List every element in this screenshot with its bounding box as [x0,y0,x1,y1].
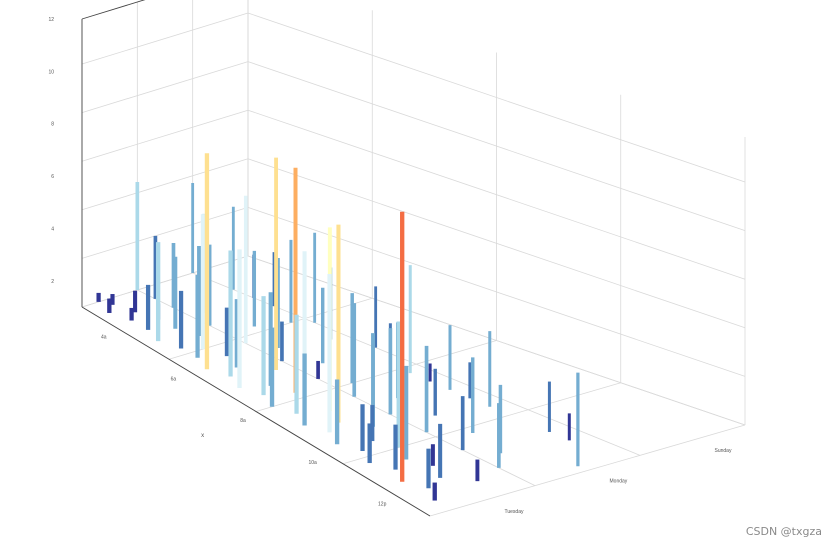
z-tick-label: 8 [51,122,54,128]
left-wall-grid-line-z [81,61,249,113]
z-tick-label: 12 [48,17,54,23]
x-axis-title: x [201,433,204,439]
top-edge-line [81,0,146,20]
z-tick-label: 2 [51,279,54,285]
x-tick-label: 4a [101,335,107,341]
floor-grid-line-y [192,272,641,456]
x-axis-line [81,306,431,517]
z-tick-label: 4 [51,226,54,232]
grid-layer [81,0,746,517]
left-wall-grid-line-z [81,207,249,259]
y-category-label: Sunday [715,448,732,454]
left-wall-grid-line-z [81,109,249,162]
z-tick-label: 6 [51,174,54,180]
floor-grid-line-x [429,424,746,517]
y-category-label: Tuesday [505,509,524,515]
x-tick-label: 10a [308,460,317,466]
left-wall-grid-line-z [81,255,249,308]
axis-layer [81,0,431,517]
bar-layer [96,153,580,501]
left-wall-grid-line-z [81,12,249,65]
watermark: CSDN @txgza [745,525,822,538]
floor-grid-line-x [342,382,621,465]
y-category-label: Monday [610,479,628,485]
x-tick-label: 8a [240,418,246,424]
left-wall-grid-line-z [81,158,249,211]
floor-grid-line-x [255,340,497,412]
label-layer: 12 10 8 6 4 2 4a 6a 8a 10a 12p x Sunday Monday Tuesday [48,17,732,515]
x-tick-label: 12p [378,502,387,508]
x-tick-label: 6a [171,376,177,382]
z-tick-label: 10 [48,69,54,75]
